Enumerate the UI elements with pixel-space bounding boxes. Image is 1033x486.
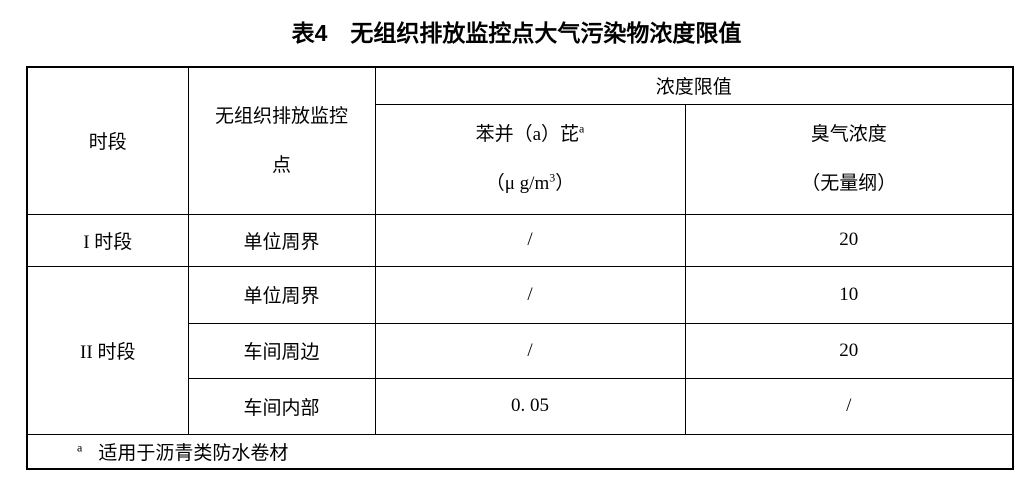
bap-name-line: 苯并（a）芘a [376,110,684,159]
table-row: II 时段 单位周界 / 10 [26,265,1014,435]
bap-footnote-marker: a [579,121,585,136]
monitoring-point-line2: 点 [271,154,291,176]
header-row-1: 时段 无组织排放监控 点 浓度限值 [26,66,1014,215]
odor-value-cell: 20 [684,322,1014,379]
header-concentration-limit: 浓度限值 [374,66,1014,105]
table-title: 表4 无组织排放监控点大气污染物浓度限值 [291,20,742,46]
bap-value-cell: 0. 05 [374,377,686,435]
odor-unit: （无量纲） [801,173,897,194]
footnote-text: 适用于沥青类防水卷材 [98,442,289,464]
odor-value-cell: / [684,377,1014,435]
bap-unit-pre: （μ g/m [485,173,550,194]
bap-value-cell: / [374,322,686,379]
point-cell: 单位周界 [187,213,376,267]
point-cell: 车间内部 [187,377,376,435]
bap-unit-line: （μ g/m3） [376,159,684,208]
emission-limits-table: 时段 无组织排放监控 点 浓度限值 苯并（a）芘a （μ g/m3） 臭气浓度 … [26,66,1015,470]
header-benzo-a-pyrene: 苯并（a）芘a （μ g/m3） [374,103,686,215]
table-row: 车间内部 0. 05 / [27,377,1014,435]
point-cell: 车间周边 [187,322,376,379]
bap-name: 苯并（a）芘 [475,124,580,145]
header-monitoring-point: 无组织排放监控 点 [187,66,376,215]
odor-value-cell: 20 [684,213,1014,267]
header-time-period: 时段 [26,66,189,215]
bap-unit-exponent: 3 [549,170,556,185]
header-odor-concentration: 臭气浓度 （无量纲） [684,103,1014,215]
odor-name: 臭气浓度 [810,124,887,145]
bap-value-cell: / [374,213,686,267]
period-cell: II 时段 [26,265,189,435]
bap-value-cell: / [374,265,686,324]
monitoring-point-line1: 无组织排放监控 [214,105,348,127]
footnote-cell: a 适用于沥青类防水卷材 [26,433,1014,470]
header-row-2: 苯并（a）芘a （μ g/m3） 臭气浓度 （无量纲） [27,103,1014,215]
odor-value-cell: 10 [684,265,1014,324]
bap-unit-post: ） [555,173,575,194]
footnote-marker: a [77,440,83,455]
period-cell: I 时段 [26,213,189,267]
table-row: I 时段 单位周界 / 20 [26,213,1014,267]
point-cell: 单位周界 [187,265,376,324]
footnote-row: a 适用于沥青类防水卷材 [26,433,1014,470]
